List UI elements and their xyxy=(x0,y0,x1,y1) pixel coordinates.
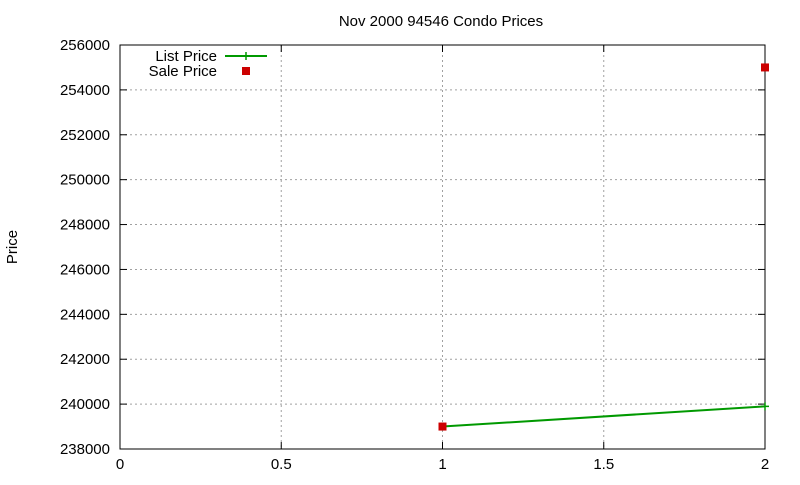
legend-label: Sale Price xyxy=(149,63,217,80)
chart-title: Nov 2000 94546 Condo Prices xyxy=(339,13,543,30)
y-tick-label: 250000 xyxy=(60,172,110,189)
legend-label: List Price xyxy=(155,48,217,65)
y-tick-label: 240000 xyxy=(60,396,110,413)
x-tick-label: 2 xyxy=(761,456,769,473)
y-tick-label: 238000 xyxy=(60,441,110,458)
x-tick-label: 1 xyxy=(438,456,446,473)
y-tick-label: 256000 xyxy=(60,37,110,54)
grid xyxy=(120,45,765,449)
y-tick-label: 244000 xyxy=(60,306,110,323)
legend-swatch-marker xyxy=(242,52,250,60)
y-tick-label: 246000 xyxy=(60,261,110,278)
series-sale-price xyxy=(438,63,769,431)
legend-swatch-marker xyxy=(242,67,250,75)
data-point xyxy=(761,402,769,411)
data-point xyxy=(438,422,447,431)
legend-entry: List Price xyxy=(155,48,267,65)
x-tick-label: 0.5 xyxy=(271,456,292,473)
data-point xyxy=(761,63,769,72)
y-tick-label: 254000 xyxy=(60,82,110,99)
legend-entry: Sale Price xyxy=(149,63,250,80)
series-layer xyxy=(438,63,769,431)
y-axis-label: Price xyxy=(4,230,21,264)
x-tick-label: 0 xyxy=(116,456,124,473)
x-tick-label: 1.5 xyxy=(593,456,614,473)
series-line xyxy=(442,405,766,428)
y-tick-label: 248000 xyxy=(60,217,110,234)
axis-ticks: 0 0.5 1 1.5 2 238000 240000 242000 244000 246000 2… xyxy=(60,37,769,473)
y-tick-label: 242000 xyxy=(60,351,110,368)
y-tick-label: 252000 xyxy=(60,127,110,144)
